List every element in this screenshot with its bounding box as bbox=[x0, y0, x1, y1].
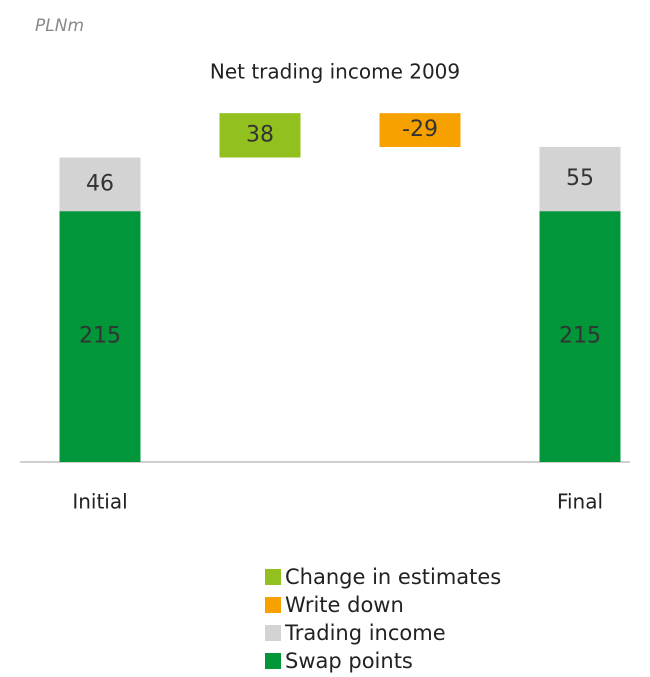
bar-segment bbox=[539, 147, 621, 212]
value-label: -29 bbox=[402, 117, 438, 142]
value-label: 46 bbox=[86, 171, 114, 196]
bar-segment bbox=[539, 211, 621, 462]
legend-label: Change in estimates bbox=[285, 565, 501, 589]
chart-title: Net trading income 2009 bbox=[210, 60, 460, 84]
bar-segment bbox=[59, 211, 141, 462]
legend-label: Swap points bbox=[285, 649, 413, 673]
legend-swatch bbox=[265, 625, 281, 641]
legend-label: Write down bbox=[285, 593, 404, 617]
legend-swatch bbox=[265, 597, 281, 613]
unit-label: PLNm bbox=[35, 16, 84, 36]
legend-label: Trading income bbox=[284, 621, 446, 645]
value-label: 55 bbox=[566, 166, 594, 191]
value-label: 215 bbox=[559, 324, 601, 349]
x-tick-label: Initial bbox=[72, 490, 127, 514]
value-label: 38 bbox=[246, 122, 274, 147]
bar-segment bbox=[379, 113, 461, 147]
value-label: 215 bbox=[79, 324, 121, 349]
legend-swatch bbox=[265, 653, 281, 669]
bar-segment bbox=[219, 113, 301, 158]
bar-segment bbox=[59, 157, 141, 212]
legend-swatch bbox=[265, 569, 281, 585]
x-tick-label: Final bbox=[557, 490, 603, 514]
